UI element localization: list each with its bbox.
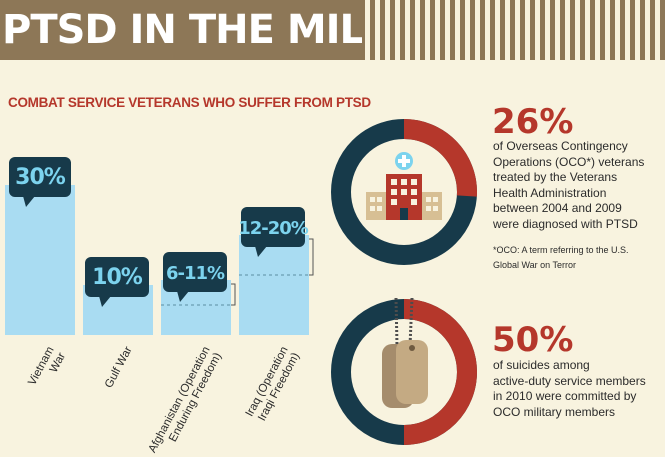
hospital-icon	[366, 152, 442, 220]
value-bubble-tail	[23, 196, 35, 207]
stat-1-line: of Overseas Contingency	[493, 139, 628, 153]
value-bubble	[85, 257, 149, 297]
footnote-line: *OCO: A term referring to the U.S.	[493, 245, 629, 255]
stat-1-percent: 26%	[492, 102, 574, 142]
range-bracket	[309, 238, 314, 276]
value-label: 6-11%	[166, 263, 225, 284]
value-bubble-tail	[255, 246, 267, 257]
stat-2-line: of suicides among	[493, 358, 590, 372]
bar-chart: 30% VietnamWar 10% Gulf War 6-11% Afghanistan…	[5, 157, 314, 455]
range-bracket	[231, 283, 236, 306]
value-bubble	[163, 252, 227, 292]
chart-title: COMBAT SERVICE VETERANS WHO SUFFER FROM …	[8, 95, 371, 110]
footnote-line: Global War on Terror	[493, 260, 577, 270]
stat-2-line: in 2010 were committed by	[493, 389, 637, 403]
donut-1-arc	[403, 119, 477, 197]
value-bubble	[241, 207, 305, 247]
page-title: PTSD IN THE MILITARY	[0, 0, 362, 60]
category-label-line: Gulf War	[103, 345, 135, 390]
category-label: Iraq (OperationIraqi Freedom)	[244, 345, 302, 425]
stat-2-percent: 50%	[492, 320, 574, 360]
category-label: VietnamWar	[26, 345, 68, 394]
category-label: Afghanistan (OperationEnduring Freedom)	[147, 345, 225, 455]
donut-2-arc	[403, 299, 477, 445]
value-label: 10%	[92, 265, 143, 290]
value-bubble	[9, 157, 71, 197]
value-label: 30%	[15, 165, 66, 190]
value-bubble-tail	[177, 291, 189, 302]
stat-2-line: OCO military members	[493, 404, 616, 419]
stat-1-footnote: *OCO: A term referring to the U.S. Globa…	[493, 243, 629, 273]
value-label: 12-20%	[238, 218, 309, 239]
stat-1-line: between 2004 and 2009	[493, 201, 622, 215]
category-label: Gulf War	[103, 345, 135, 390]
bar	[239, 235, 309, 335]
bar	[5, 185, 75, 335]
donut-chart-1	[331, 119, 477, 265]
stat-1-line: were diagnosed with PTSD	[493, 216, 638, 231]
stat-1-description: of Overseas Contingency Operations (OCO*…	[493, 139, 644, 232]
donut-chart-2	[331, 298, 477, 445]
stat-1-line: Health Administration	[493, 185, 607, 200]
stat-1-line: treated by the Veterans	[493, 170, 618, 184]
stat-2-line: active-duty service members	[493, 373, 646, 388]
stat-2-description: of suicides among active-duty service me…	[493, 358, 646, 420]
stat-1-line: Operations (OCO*) veterans	[493, 154, 645, 169]
dog-tags-icon	[382, 298, 428, 408]
value-bubble-tail	[99, 296, 111, 307]
